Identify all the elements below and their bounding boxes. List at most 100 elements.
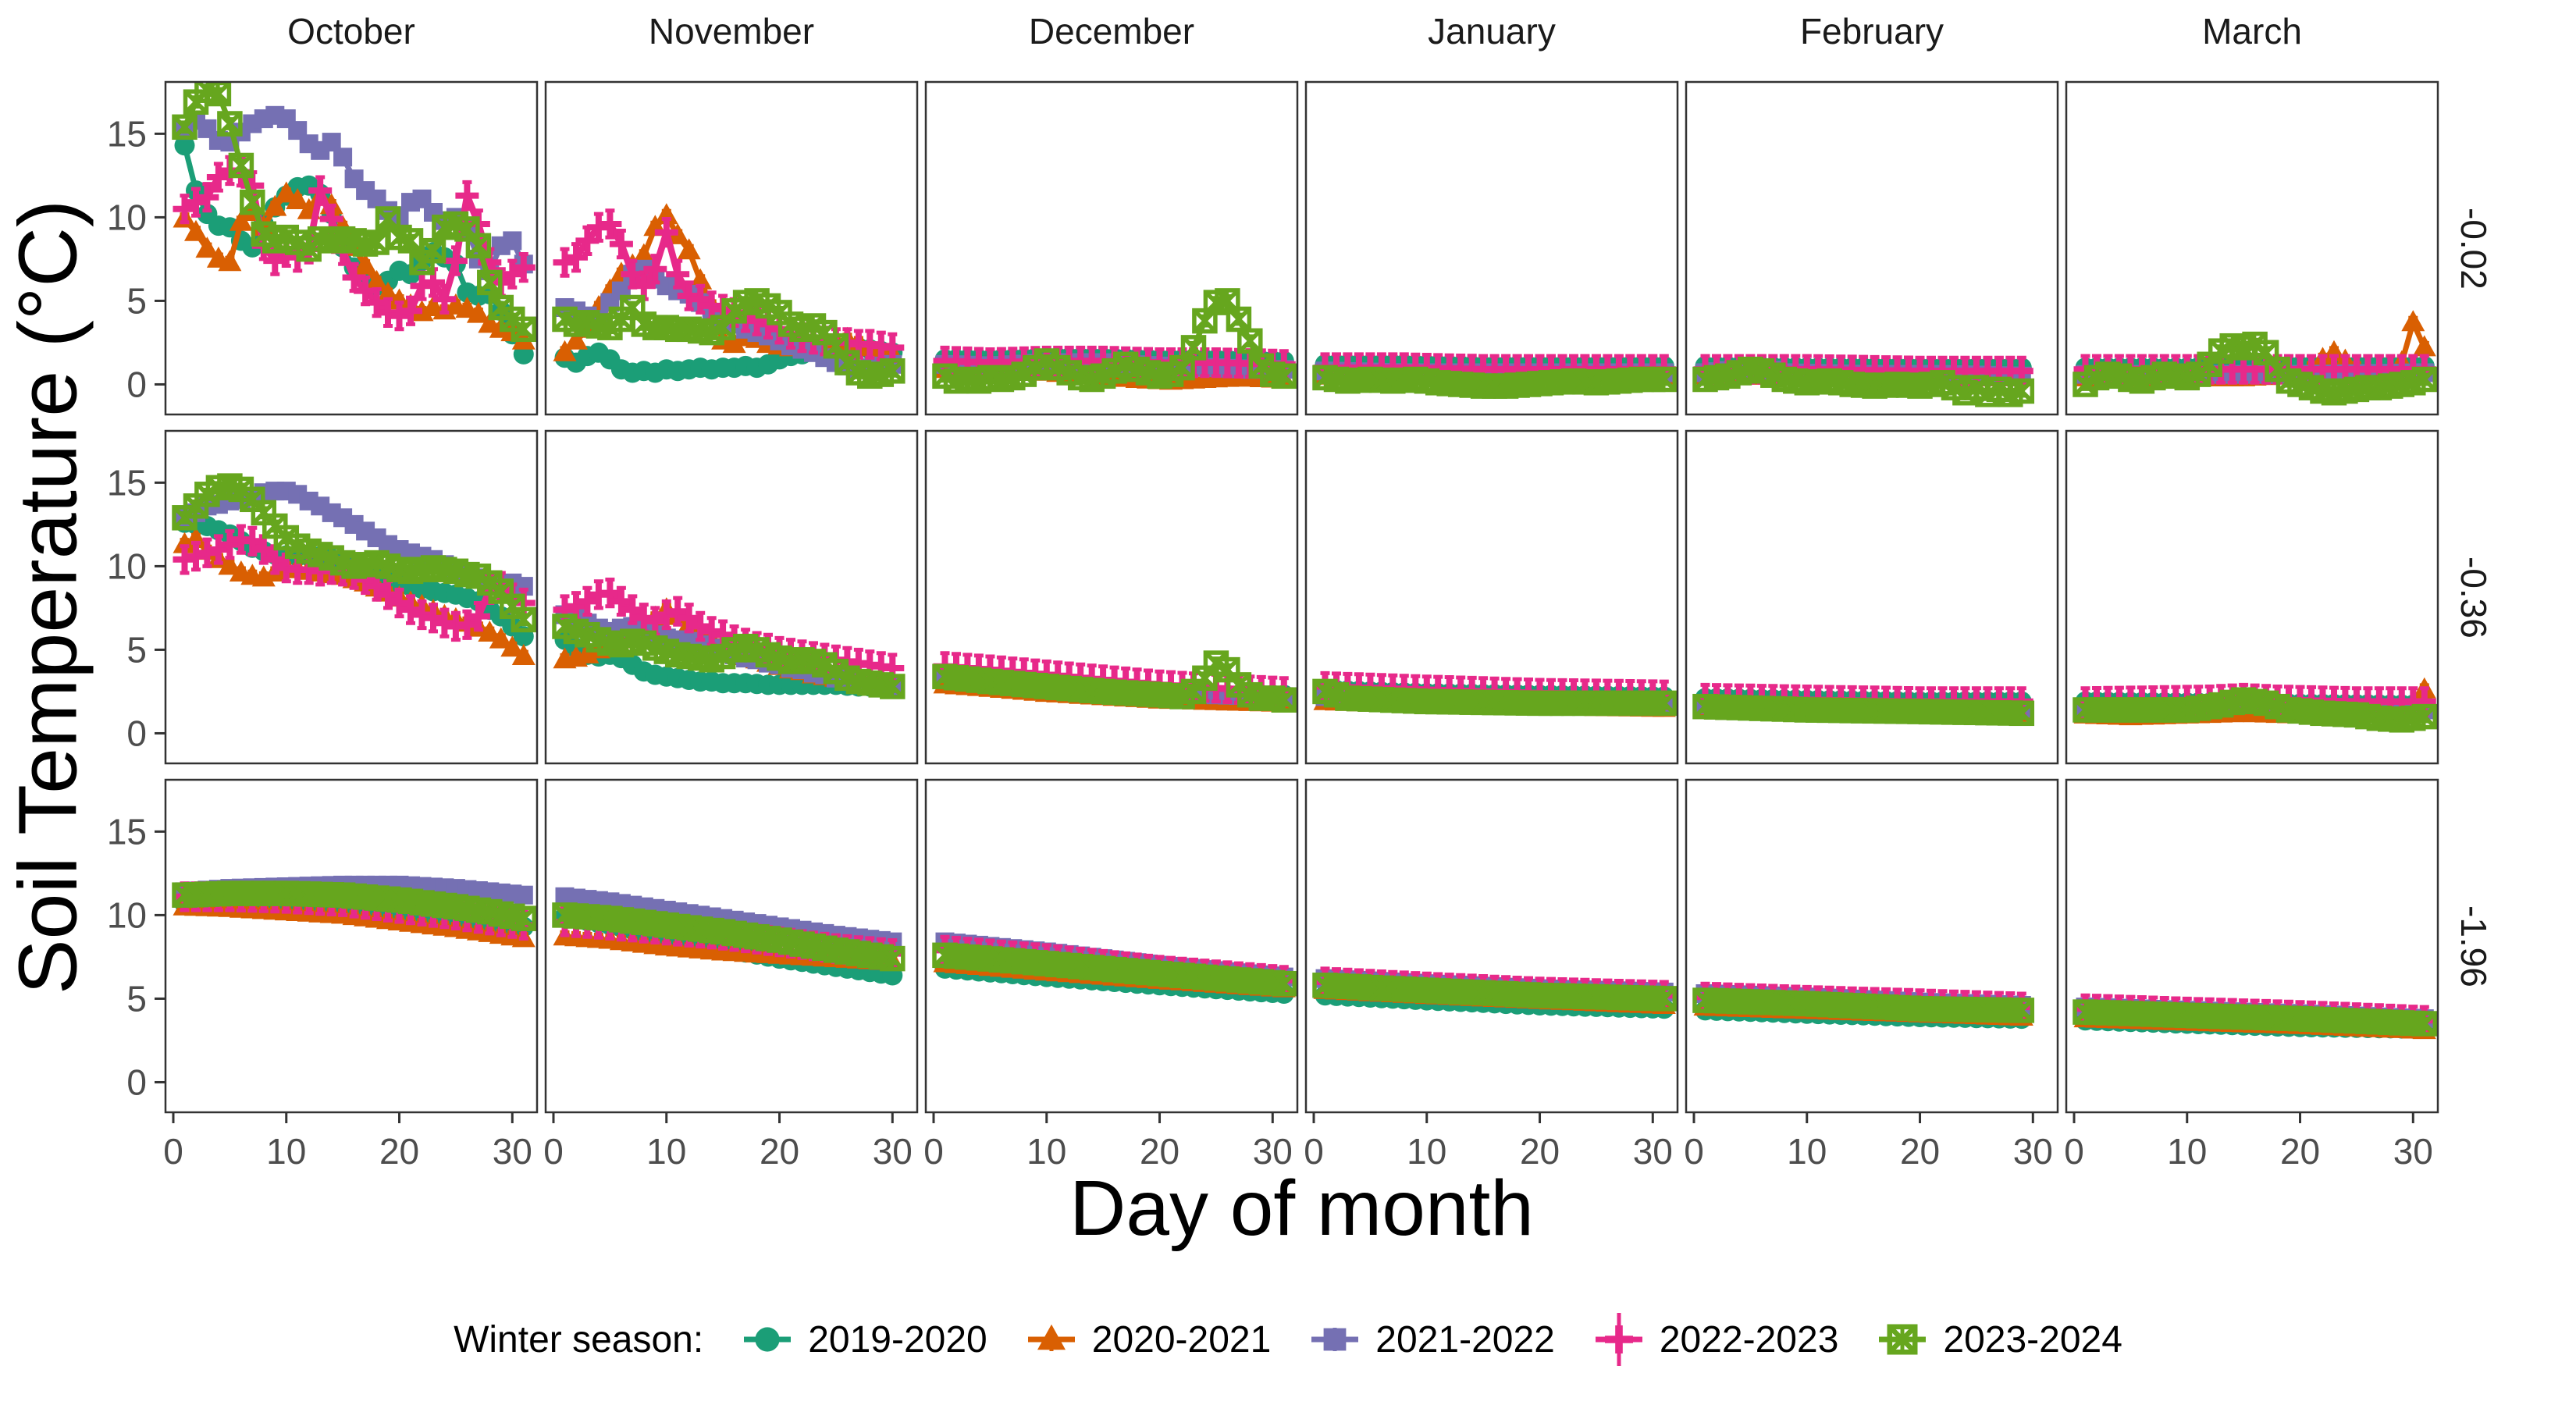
panel-February--0.36	[1685, 429, 2059, 765]
series-2023-2024	[1315, 681, 1674, 713]
x-tick-label: 0	[1684, 1131, 1704, 1172]
facet-row-label-depth--0.02: -0.02	[2453, 207, 2494, 290]
legend: Winter season: 2019-2020 2020-2021 2021-20…	[0, 1310, 2576, 1369]
panel-October--0.36	[164, 429, 539, 765]
x-tick-label: 20	[1900, 1131, 1940, 1172]
panel-March--1.96	[2065, 778, 2439, 1114]
y-tick-label: 0	[126, 713, 147, 753]
series-2023-2024	[1315, 975, 1674, 1009]
panel-January--1.96	[1304, 778, 1679, 1114]
x-tick-label: 10	[1026, 1131, 1066, 1172]
y-tick-label: 15	[107, 462, 147, 503]
legend-key-square-x-icon	[1879, 1310, 1927, 1369]
series-2023-2024	[1695, 359, 2032, 405]
y-tick-label: 0	[126, 1062, 147, 1102]
y-tick-label: 5	[126, 280, 147, 321]
panel-December--1.96	[924, 778, 1299, 1114]
y-tick-label: 15	[107, 113, 147, 154]
y-tick-label: 15	[107, 811, 147, 852]
y-tick-label: 10	[107, 197, 147, 237]
series-2023-2024	[2075, 334, 2435, 404]
panel-November--0.36	[544, 429, 919, 765]
panel-November--1.96	[544, 778, 919, 1114]
x-tick-label: 0	[543, 1131, 564, 1172]
facet-column-label-december: December	[1028, 11, 1195, 52]
panel-October--0.02	[164, 80, 539, 416]
x-tick-label: 20	[1140, 1131, 1179, 1172]
x-tick-label: 10	[266, 1131, 306, 1172]
panel-February--0.02	[1685, 80, 2059, 416]
legend-key-square-icon	[1311, 1328, 1359, 1351]
series-2023-2024	[174, 80, 534, 340]
legend-item-2021-2022: 2021-2022	[1305, 1310, 1555, 1369]
legend-label: 2020-2021	[1091, 1318, 1272, 1361]
x-tick-label: 10	[1407, 1131, 1446, 1172]
series-2023-2024	[554, 905, 903, 969]
facet-column-label-november: November	[648, 11, 815, 52]
x-tick-label: 0	[2064, 1131, 2084, 1172]
y-tick-label: 10	[107, 546, 147, 586]
y-tick-label: 5	[126, 978, 147, 1019]
legend-key-circle-icon	[744, 1327, 792, 1352]
x-tick-label: 30	[1253, 1131, 1293, 1172]
series-2023-2024	[934, 290, 1294, 392]
y-axis-title: Soil Temperature (°C)	[2, 199, 94, 995]
panel-February--1.96	[1685, 778, 2059, 1114]
panel-January--0.36	[1304, 429, 1679, 765]
panel-March--0.36	[2065, 429, 2439, 765]
x-tick-label: 30	[1633, 1131, 1673, 1172]
legend-label: 2022-2023	[1659, 1318, 1839, 1361]
series-2023-2024	[174, 475, 534, 630]
series-2023-2024	[1695, 990, 2032, 1021]
legend-label: 2023-2024	[1943, 1318, 2122, 1361]
x-tick-label: 30	[2013, 1131, 2053, 1172]
facet-column-label-october: October	[287, 11, 415, 52]
x-tick-label: 30	[493, 1131, 532, 1172]
x-axis-title: Day of month	[1069, 1165, 1534, 1252]
facet-row-label-depth--0.36: -0.36	[2453, 556, 2494, 638]
x-tick-label: 30	[873, 1131, 913, 1172]
x-tick-label: 0	[1304, 1131, 1324, 1172]
x-tick-label: 20	[2280, 1131, 2320, 1172]
legend-item-2023-2024: 2023-2024	[1873, 1310, 2122, 1369]
legend-item-2019-2020: 2019-2020	[738, 1310, 987, 1369]
y-tick-label: 0	[126, 364, 147, 404]
legend-key-plus-icon	[1595, 1313, 1642, 1366]
panel-November--0.02	[544, 80, 919, 416]
x-tick-label: 10	[1787, 1131, 1827, 1172]
series-2023-2024	[2075, 1001, 2435, 1034]
series-2023-2024	[554, 616, 903, 697]
facet-column-label-january: January	[1428, 11, 1556, 52]
series-2023-2024	[934, 653, 1294, 710]
x-tick-label: 0	[163, 1131, 183, 1172]
x-tick-label: 10	[646, 1131, 686, 1172]
facet-column-label-february: February	[1799, 11, 1944, 52]
series-2023-2024	[554, 290, 903, 386]
x-tick-label: 30	[2393, 1131, 2433, 1172]
legend-label: 2019-2020	[808, 1318, 987, 1361]
legend-item-2022-2023: 2022-2023	[1589, 1310, 1839, 1369]
legend-label: 2021-2022	[1375, 1318, 1555, 1361]
panel-January--0.02	[1304, 80, 1679, 416]
x-tick-label: 20	[760, 1131, 799, 1172]
x-tick-label: 0	[923, 1131, 944, 1172]
series-2023-2024	[2075, 689, 2435, 731]
panel-March--0.02	[2065, 80, 2439, 416]
series-2023-2024	[174, 883, 534, 929]
series-2023-2024	[1315, 367, 1674, 397]
legend-item-2020-2021: 2020-2021	[1022, 1310, 1272, 1369]
y-tick-label: 5	[126, 629, 147, 670]
panel-October--1.96	[164, 778, 539, 1114]
facet-row-label-depth--1.96: -1.96	[2453, 905, 2494, 987]
x-tick-label: 20	[1520, 1131, 1560, 1172]
legend-key-triangle-icon	[1027, 1324, 1075, 1351]
panel-December--0.36	[924, 429, 1299, 765]
series-2023-2024	[934, 944, 1294, 994]
facet-column-label-march: March	[2202, 11, 2302, 52]
panel-December--0.02	[924, 80, 1299, 416]
x-tick-label: 20	[379, 1131, 419, 1172]
x-tick-label: 10	[2167, 1131, 2207, 1172]
